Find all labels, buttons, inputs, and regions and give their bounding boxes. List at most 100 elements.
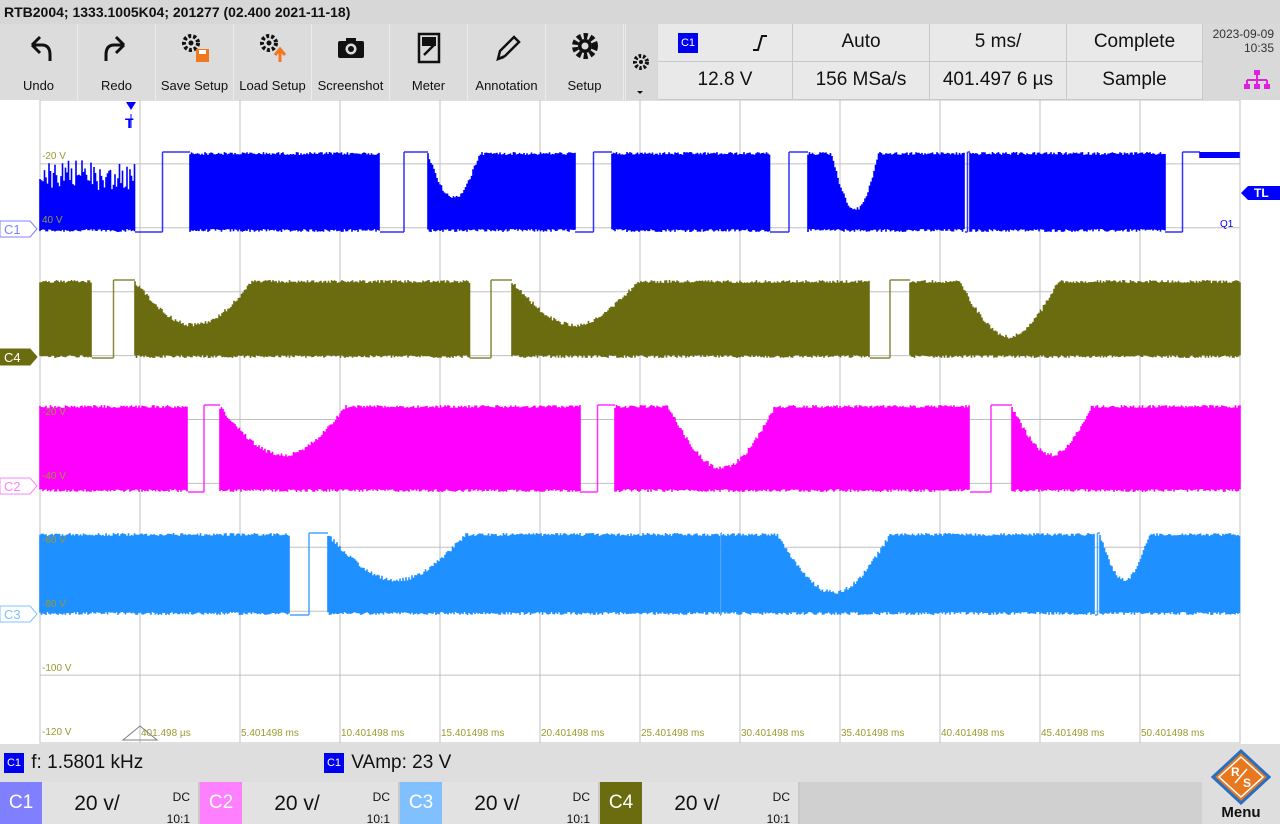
probe-text: 10:1 [566,812,590,824]
trigger-level-marker[interactable] [1241,186,1280,200]
svg-text:R: R [1231,765,1240,779]
trigger-marker[interactable]: T [125,115,134,131]
redo-button[interactable]: Redo [78,24,156,100]
trigger-source-cell[interactable]: C1 [658,24,793,62]
channel-c3-tag: C3 [400,782,442,824]
redo-label: Redo [100,78,133,93]
probe-text: 10:1 [766,812,790,824]
probe-text: 10:1 [166,812,190,824]
channel-offset-marker[interactable] [0,477,38,495]
channel-offset-label: C4 [4,350,21,365]
undo-button[interactable]: Undo [0,24,78,100]
ch4-waveform-body [39,280,1241,358]
measurement-value: 23 V [412,752,452,773]
trigger-offset-marker[interactable] [121,725,159,741]
quick-settings-column[interactable] [625,24,655,100]
save-setup-button[interactable]: Save Setup [156,24,234,100]
x-axis-label: 25.401498 ms [641,728,704,739]
x-axis-label: 35.401498 ms [841,728,904,739]
acquisition-panel: C1 Auto 5 ms/ Complete 12.8 V 156 MSa/s … [658,24,1203,100]
load-setup-label: Load Setup [239,78,306,93]
pencil-icon [496,35,521,62]
channel-c1-scale: 20 v/ [74,792,120,815]
channel-offset-marker[interactable] [0,605,38,623]
load-setup-icon [260,34,287,62]
probe-text: 10:1 [366,812,390,824]
channel-offset-marker[interactable] [0,348,38,366]
waveform-canvas: -20 V 40 V -20 V -40 V -60 V -80 V -100 V -120 … [0,100,1280,744]
meter-icon [417,32,441,64]
channel-offset-label: C2 [4,479,21,494]
toolbar: Undo Redo Save Setup Load Setup Screensh… [0,24,625,100]
acquisition-state[interactable]: Complete [1067,24,1203,62]
channel-c2-tag: C2 [200,782,242,824]
measurement-value: 1.5801 kHz [47,752,144,773]
load-setup-button[interactable]: Load Setup [234,24,312,100]
annotation-button[interactable]: Annotation [468,24,546,100]
menu-button[interactable]: R S Menu [1202,744,1280,824]
channel-offset-label: C3 [4,607,21,622]
y-axis-label: -100 V [42,663,72,674]
measurement-source-badge: C1 [4,752,24,773]
trigger-level-text: TL [1254,186,1269,200]
ref-marker-q1: Q1 [1220,219,1234,230]
trigger-mode[interactable]: Auto [793,24,930,62]
channel-c3-box[interactable]: C3 20 v/ DC 10:1 [400,782,600,824]
camera-icon [338,38,364,58]
ch2-waveform-body [39,405,1241,492]
redo-icon [104,35,126,61]
save-setup-label: Save Setup [160,78,229,93]
measurement-amplitude[interactable]: C1 VAmp: 23 V [324,752,451,774]
horizontal-position[interactable]: 401.497 6 µs [930,62,1067,100]
trigger-level[interactable]: 12.8 V [658,62,793,100]
channel-c2-scale: 20 v/ [274,792,320,815]
x-axis-label: 20.401498 ms [541,728,604,739]
channel-markers: T TL Q1 Q2 C1 C4 C2 C3 [0,102,1280,741]
channel-c3-scale: 20 v/ [474,792,520,815]
channel-c3-coupling: DC 10:1 [567,786,590,824]
channel-bar: C1 20 v/ DC 10:1 C2 20 v/ DC 10:1 C3 20 v/… [0,782,1280,824]
channel-c4-box[interactable]: C4 20 v/ DC 10:1 [600,782,800,824]
date-time: 2023-09-09 10:35 [1203,24,1280,100]
ch1-waveform-body [39,152,1240,232]
undo-label: Undo [22,78,55,93]
screenshot-label: Screenshot [317,78,384,93]
menu-label: Menu [1221,804,1261,821]
channel-offset-marker[interactable] [0,220,38,238]
instrument-title: RTB2004; 1333.1005K04; 201277 (02.400 20… [0,0,1280,24]
measurement-frequency[interactable]: C1 f: 1.5801 kHz [4,752,143,774]
ch1-waveform [39,151,1240,233]
x-axis-label: 40.401498 ms [941,728,1004,739]
channel-c1-box[interactable]: C1 20 v/ DC 10:1 [0,782,200,824]
coupling-text: DC [772,790,790,804]
channel-c2-box[interactable]: C2 20 v/ DC 10:1 [200,782,400,824]
screenshot-button[interactable]: Screenshot [312,24,390,100]
rs-logo-icon: R S [1211,749,1271,805]
setup-button[interactable]: Setup [546,24,624,100]
acquisition-mode[interactable]: Sample [1067,62,1203,100]
coupling-text: DC [572,790,590,804]
waveform-display[interactable]: -20 V 40 V -20 V -40 V -60 V -80 V -100 V -120 … [0,100,1280,744]
meter-label: Meter [411,78,446,93]
y-axis-label: -80 V [42,599,66,610]
channel-c1-coupling: DC 10:1 [167,786,190,824]
setup-label: Setup [567,78,602,93]
trigger-position-arrow[interactable] [126,102,136,110]
ch2-waveform-baseline [188,404,1012,493]
y-axis-label: -20 V [42,407,66,418]
meter-button[interactable]: Meter [390,24,468,100]
ch2-waveform [39,404,1241,493]
channel-c4-coupling: DC 10:1 [767,786,790,824]
sample-rate[interactable]: 156 MSa/s [793,62,930,100]
channel-offset-label: C1 [4,222,21,237]
ch3-waveform-baseline [290,532,1100,616]
rising-edge-icon [753,35,767,51]
axis-labels: -20 V 40 V -20 V -40 V -60 V -80 V -100 V -120 … [42,151,1204,739]
trigger-source-badge: C1 [678,33,698,53]
measurement-source-badge: C1 [324,752,344,773]
coupling-text: DC [372,790,390,804]
x-axis-label: 30.401498 ms [741,728,804,739]
measurement-label: VAmp: [351,752,407,773]
channel-c1-tag: C1 [0,782,42,824]
time-scale[interactable]: 5 ms/ [930,24,1067,62]
